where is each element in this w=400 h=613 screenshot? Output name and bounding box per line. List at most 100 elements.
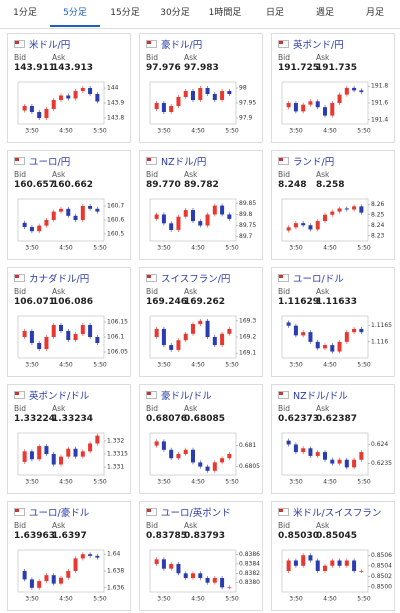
- x-tick-label: 5:50: [225, 596, 239, 603]
- ask-label: Ask: [184, 170, 198, 179]
- x-tick-label: 4:50: [59, 128, 73, 135]
- ask-value: 106.086: [52, 297, 93, 307]
- mini-chart: 0.8386 0.8384 0.8382 0.8380 3:50 4:50 5:50: [149, 549, 260, 603]
- candle: [51, 325, 56, 337]
- candle: [37, 446, 42, 460]
- candle: [286, 322, 291, 326]
- pair-title: ユーロ/英ポンド: [161, 508, 231, 519]
- x-tick-label: 4:50: [59, 596, 73, 603]
- ask-value: 0.62387: [316, 414, 357, 424]
- card[interactable]: カナダドル/円 Bid Ask 106.071 106.086 106.15 106.1 10…: [7, 267, 131, 377]
- y-tick-label: 1.116: [371, 338, 388, 345]
- candle: [323, 345, 327, 349]
- ask-label: Ask: [184, 521, 198, 530]
- card[interactable]: ユーロ/豪ドル Bid Ask 1.63963 1.6397 1.64 1.638 1.636…: [7, 501, 131, 611]
- candle: [330, 560, 335, 566]
- candle: [344, 87, 349, 95]
- candle: [73, 91, 78, 99]
- y-tick-label: 0.8384: [239, 561, 260, 568]
- candle: [359, 206, 364, 213]
- flag: [278, 391, 289, 399]
- flag: [278, 508, 289, 516]
- card[interactable]: スイスフラン/円 Bid Ask 169.246 169.262 169.3 169.2 16…: [139, 267, 263, 377]
- candle: [154, 214, 159, 219]
- y-tick-label: 160.6: [107, 217, 124, 224]
- candle: [359, 571, 364, 572]
- card[interactable]: 豪ドル/ドル Bid Ask 0.68076 0.68085 0.681 0.6805 3:5…: [139, 384, 263, 494]
- card[interactable]: 豪ドル/円 Bid Ask 97.976 97.983 98 97.95 97.9 3:50 4:…: [139, 33, 263, 143]
- x-tick-label: 4:50: [59, 245, 73, 252]
- pair-title: 英ポンド/円: [293, 40, 344, 51]
- candle: [220, 205, 225, 215]
- candle: [212, 578, 217, 583]
- card[interactable]: 英ポンド/ドル Bid Ask 1.33224 1.33234 1.332 1.3315 1.…: [7, 384, 131, 494]
- y-tick-label: 8.23: [371, 232, 385, 239]
- ask-value: 0.85045: [316, 531, 357, 541]
- x-tick-label: 4:50: [323, 245, 337, 252]
- candle: [154, 328, 159, 337]
- x-tick-label: 5:50: [357, 128, 371, 135]
- pair-title: NZドル/円: [161, 157, 207, 168]
- bid-label: Bid: [278, 53, 290, 62]
- tab[interactable]: 15分足: [110, 8, 140, 18]
- bid-value: 143.911: [14, 63, 55, 73]
- card[interactable]: ユーロ/ドル Bid Ask 1.11629 1.11633 1.1165 1.116 3:5…: [271, 267, 395, 377]
- candle: [59, 325, 63, 331]
- tab[interactable]: 1分足: [13, 8, 37, 18]
- ask-value: 191.735: [316, 63, 357, 73]
- candle: [323, 452, 327, 460]
- candle: [59, 456, 63, 465]
- ask-label: Ask: [52, 287, 66, 296]
- candle: [95, 94, 100, 102]
- x-tick-label: 5:50: [357, 245, 371, 252]
- candle: [337, 208, 342, 212]
- x-tick-label: 3:50: [25, 362, 39, 369]
- card[interactable]: NZドル/円 Bid Ask 89.770 89.782 89.85 89.8 89.75 89…: [139, 150, 263, 260]
- tab[interactable]: 月足: [365, 8, 384, 18]
- tab[interactable]: 1時間足: [208, 8, 242, 18]
- y-tick-label: 8.25: [371, 211, 385, 218]
- y-tick-label: 89.85: [239, 200, 256, 207]
- bid-label: Bid: [146, 404, 158, 413]
- tab[interactable]: 30分足: [160, 8, 190, 18]
- candle: [80, 554, 85, 559]
- candle: [29, 331, 34, 343]
- candle: [169, 106, 174, 112]
- candle: [191, 449, 195, 463]
- candle: [352, 87, 357, 91]
- mini-chart: 98 97.95 97.9 3:50 4:50 5:50: [149, 81, 256, 135]
- y-tick-label: 106.1: [107, 334, 124, 341]
- card[interactable]: ユーロ/円 Bid Ask 160.657 160.662 160.7 160.6 160.5…: [7, 150, 131, 260]
- pair-title: 英ポンド/ドル: [29, 391, 90, 402]
- card[interactable]: 英ポンド/円 Bid Ask 191.725 191.735 191.8 191.6 191.…: [271, 33, 395, 143]
- candle: [191, 573, 195, 578]
- ask-label: Ask: [52, 521, 66, 530]
- candle: [51, 454, 56, 465]
- pair-title: ランド/円: [293, 157, 335, 168]
- card[interactable]: ユーロ/英ポンド Bid Ask 0.83785 0.83793 0.8386 0.8384…: [139, 501, 263, 611]
- candle: [330, 459, 335, 464]
- ask-label: Ask: [316, 287, 330, 296]
- mini-chart: 1.64 1.638 1.636 3:50 4:50 5:50: [17, 549, 124, 603]
- candle: [44, 446, 49, 454]
- candle: [29, 579, 34, 588]
- card[interactable]: NZドル/ドル Bid Ask 0.62373 0.62387 0.624 0.6235 3:…: [271, 384, 395, 494]
- tab[interactable]: 5分足: [50, 0, 100, 27]
- y-tick-label: 1.332: [107, 437, 124, 444]
- bid-label: Bid: [146, 521, 158, 530]
- card[interactable]: ランド/円 Bid Ask 8.248 8.258 8.26 8.25 8.24 8.23 3:5…: [271, 150, 395, 260]
- candle: [220, 333, 225, 346]
- candle: [198, 88, 203, 100]
- candle: [176, 97, 181, 106]
- card[interactable]: 米ドル/円 Bid Ask 143.911 143.913 144 143.9 143.8 3:…: [7, 33, 131, 143]
- mini-chart: 0.624 0.6235 3:50 4:50 5:50: [281, 432, 392, 486]
- candle: [227, 214, 232, 219]
- candle: [205, 578, 210, 583]
- card[interactable]: 米ドル/スイスフラン Bid Ask 0.85030 0.85045 0.8506 0.85…: [271, 501, 395, 611]
- tab[interactable]: 日足: [265, 8, 284, 18]
- candle: [169, 449, 174, 459]
- flag: [14, 40, 25, 48]
- tab[interactable]: 週足: [315, 8, 334, 18]
- bid-value: 169.246: [146, 297, 187, 307]
